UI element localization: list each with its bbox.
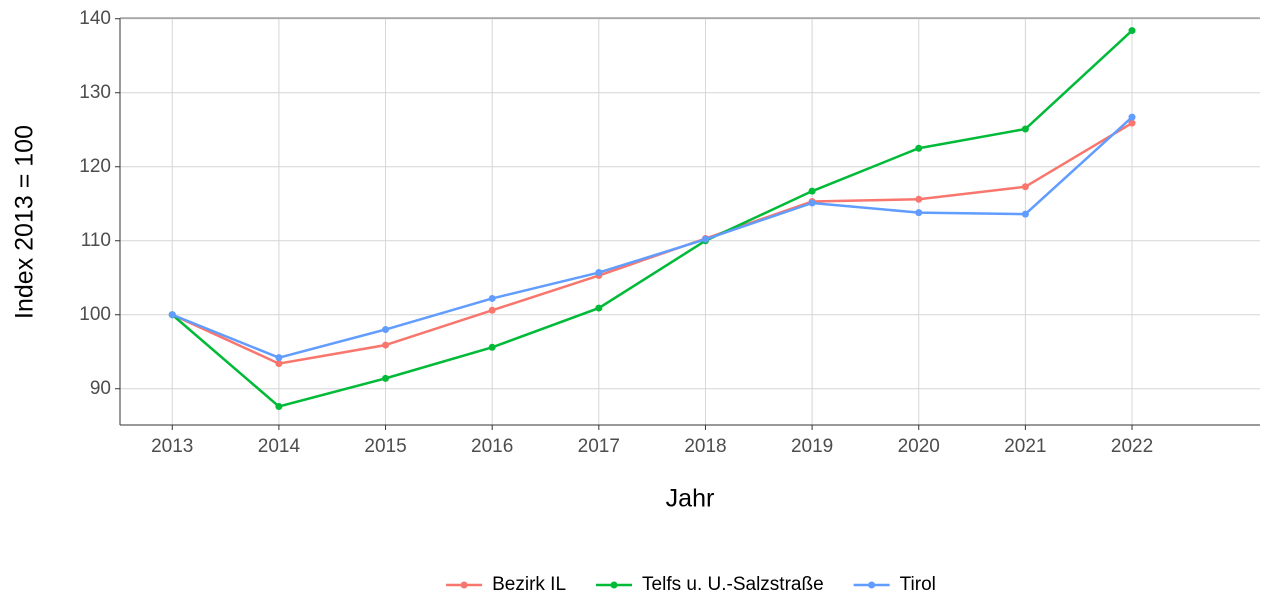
data-point <box>1021 125 1029 133</box>
data-point <box>382 341 390 349</box>
data-point <box>382 374 390 382</box>
x-tick-label: 2021 <box>1004 436 1046 457</box>
y-tick-label: 130 <box>79 82 111 103</box>
x-axis-title: Jahr <box>666 485 715 513</box>
data-point <box>168 311 176 319</box>
y-axis-title: Index 2013 = 100 <box>11 125 39 319</box>
y-tick-label: 90 <box>90 378 111 399</box>
data-point <box>1021 210 1029 218</box>
x-tick-label: 2019 <box>791 436 833 457</box>
legend-label: Bezirk IL <box>492 574 566 595</box>
y-tick-label: 140 <box>79 8 111 29</box>
data-point <box>1128 113 1136 121</box>
data-point <box>1021 183 1029 191</box>
data-point <box>275 403 283 410</box>
data-point <box>915 144 923 152</box>
x-tick-label: 2013 <box>151 436 193 457</box>
data-point <box>1128 119 1136 127</box>
legend-key-point <box>868 581 876 589</box>
data-point <box>595 269 603 277</box>
data-point <box>808 187 816 195</box>
y-tick-label: 100 <box>79 304 111 325</box>
data-point <box>915 209 923 217</box>
x-tick-label: 2017 <box>578 436 620 457</box>
data-point <box>1128 27 1136 35</box>
x-tick-label: 2020 <box>898 436 940 457</box>
data-point <box>595 304 603 312</box>
series-line <box>171 116 1133 359</box>
legend-label: Tirol <box>900 574 936 595</box>
data-point <box>488 343 496 351</box>
data-point <box>382 326 390 334</box>
y-tick-label: 120 <box>79 156 111 177</box>
legend-label: Telfs u. U.-Salzstraße <box>642 574 824 595</box>
data-point <box>808 199 816 207</box>
series-line <box>171 29 1133 408</box>
data-point <box>488 294 496 302</box>
data-point <box>701 235 709 243</box>
x-tick-label: 2015 <box>364 436 406 457</box>
data-point <box>275 360 283 368</box>
y-tick-label: 110 <box>81 230 111 251</box>
x-tick-label: 2022 <box>1111 436 1153 457</box>
data-point <box>488 306 496 314</box>
legend-key-point <box>460 581 468 589</box>
plot-background <box>120 18 1260 425</box>
x-tick-label: 2014 <box>258 436 301 457</box>
x-tick-label: 2018 <box>684 436 726 457</box>
x-tick-label: 2016 <box>471 436 513 457</box>
data-point <box>275 354 283 362</box>
data-point <box>915 195 923 203</box>
legend-key-point <box>610 581 618 589</box>
